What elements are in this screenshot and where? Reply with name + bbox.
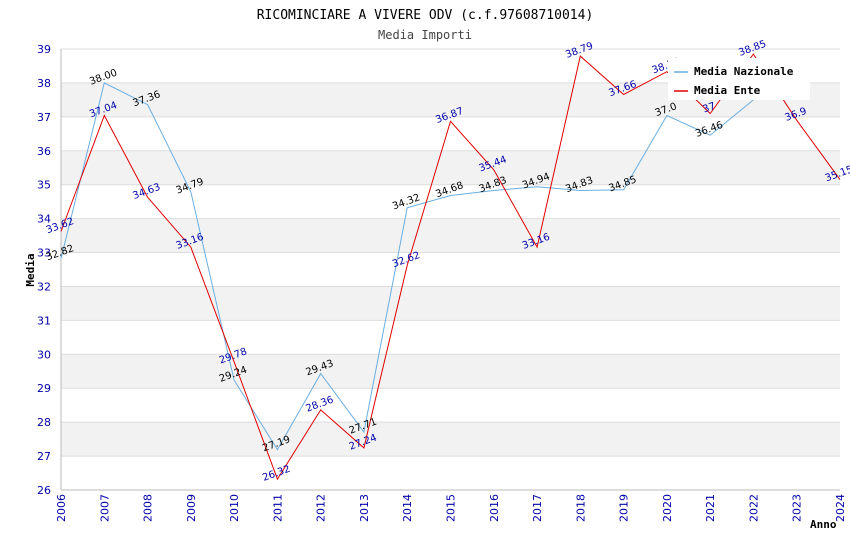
- grid-band: [61, 150, 840, 185]
- y-tick-label: 35: [37, 179, 51, 192]
- y-tick-labels: 26 27 28 29 30 31 32 33 34 35 36 37 38 39: [37, 43, 51, 497]
- x-tick-label: 2019: [618, 494, 631, 522]
- grid-band: [61, 354, 840, 389]
- y-tick-label: 27: [37, 450, 51, 463]
- x-tick-label: 2017: [531, 494, 544, 522]
- data-label: 26.32: [261, 464, 292, 484]
- x-tick-label: 2012: [315, 494, 328, 522]
- x-axis-label: Anno: [810, 518, 837, 531]
- x-tick-label: 2011: [271, 494, 284, 522]
- x-tick-label: 2006: [55, 494, 68, 522]
- grid-band: [61, 422, 840, 457]
- grid-band: [61, 286, 840, 321]
- y-axis-label: Media: [24, 253, 37, 286]
- y-tick-label: 32: [37, 280, 51, 293]
- x-tick-label: 2007: [98, 494, 111, 522]
- chart-subtitle: Media Importi: [378, 28, 472, 42]
- x-tick-label: 2018: [574, 494, 587, 522]
- x-tick-label: 2015: [445, 494, 458, 522]
- y-tick-label: 26: [37, 484, 51, 497]
- chart-title: RICOMINCIARE A VIVERE ODV (c.f.976087100…: [257, 8, 594, 23]
- series-line-media-ente: [60, 53, 841, 481]
- legend-box: [668, 58, 810, 100]
- x-tick-label: 2009: [185, 494, 198, 522]
- x-tick-label: 2020: [661, 494, 674, 522]
- x-tick-labels: 2006 2007 2008 2009 2010 2011 2012 2013 2014 2015…: [55, 494, 847, 522]
- y-tick-label: 28: [37, 416, 51, 429]
- x-tick-label: 2008: [142, 494, 155, 522]
- x-tick-label: 2013: [358, 494, 371, 522]
- data-label: 36.46: [694, 120, 725, 140]
- y-tick-label: 33: [37, 247, 51, 260]
- y-tick-label: 29: [37, 382, 51, 395]
- grid-bands: [61, 82, 840, 457]
- y-tick-label: 39: [37, 43, 51, 56]
- data-label: 34.32: [391, 192, 422, 212]
- y-tick-label: 31: [37, 314, 51, 327]
- gridlines: [61, 48, 840, 491]
- data-label: 37: [701, 101, 717, 116]
- x-tick-label: 2021: [704, 494, 717, 522]
- axes: [60, 49, 840, 491]
- x-tick-label: 2014: [401, 494, 414, 522]
- y-tick-label: 34: [37, 213, 51, 226]
- y-tick-label: 38: [37, 77, 51, 90]
- x-tick-label: 2023: [791, 494, 804, 522]
- x-tick-label: 2016: [488, 494, 501, 522]
- y-tick-label: 37: [37, 111, 51, 124]
- x-tick-label: 2024: [834, 494, 847, 522]
- series-lines: [60, 53, 841, 481]
- legend-label-media-nazionale: Media Nazionale: [694, 65, 794, 78]
- series-line-media-nazionale: [60, 82, 754, 451]
- legend-label-media-ente: Media Ente: [694, 84, 761, 97]
- x-tick-label: 2010: [228, 494, 241, 522]
- y-tick-label: 30: [37, 348, 51, 361]
- y-tick-label: 36: [37, 145, 51, 158]
- legend: Media Nazionale Media Ente: [668, 58, 810, 100]
- x-tick-label: 2022: [747, 494, 760, 522]
